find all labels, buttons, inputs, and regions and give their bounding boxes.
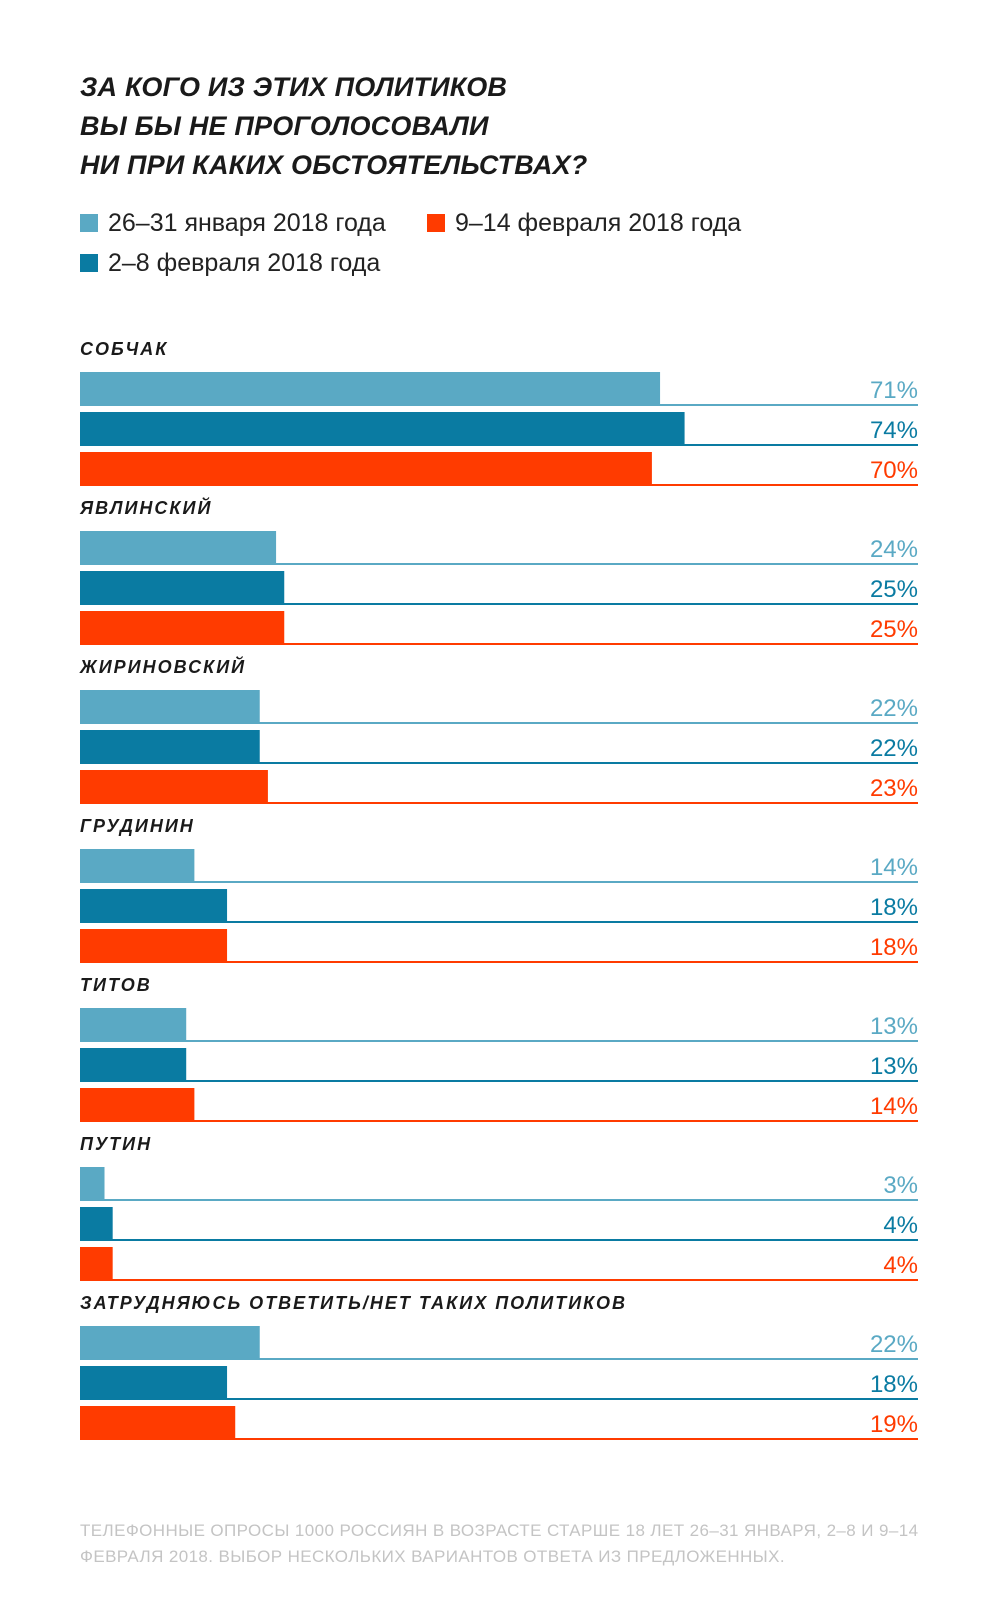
bar-baseline xyxy=(80,921,918,923)
bar xyxy=(80,1167,105,1201)
bar-baseline xyxy=(80,603,918,605)
bar xyxy=(80,1406,236,1440)
value-label: 23% xyxy=(870,775,918,802)
legend-item-series-2: 2–8 февраля 2018 года xyxy=(80,248,380,278)
bar-baseline xyxy=(80,404,918,406)
chart-title-line-2: ВЫ БЫ НЕ ПРОГОЛОСОВАЛИ xyxy=(80,111,489,141)
bar-baseline xyxy=(80,802,918,804)
bar-chart: СОБЧАК 71% 74% 70% ЯВЛИНСКИЙ 24% 25% 25% ЖИРИНОВ… xyxy=(79,339,918,1440)
chart-title-line-3: НИ ПРИ КАКИХ ОБСТОЯТЕЛЬСТВАХ? xyxy=(80,150,588,180)
category-label: ЗАТРУДНЯЮСЬ ОТВЕТИТЬ/НЕТ ТАКИХ ПОЛИТИКОВ xyxy=(80,1293,627,1313)
value-label: 22% xyxy=(870,695,918,722)
bar xyxy=(80,1008,187,1042)
legend-label-series-3: 9–14 февраля 2018 года xyxy=(455,208,742,237)
bar xyxy=(80,452,652,486)
category-label: ГРУДИНИН xyxy=(80,816,195,836)
bar-baseline xyxy=(80,1040,918,1042)
bar xyxy=(80,929,228,963)
value-label: 70% xyxy=(870,457,918,484)
bar xyxy=(80,611,285,645)
category-label: ЯВЛИНСКИЙ xyxy=(79,497,212,518)
footnote: ТЕЛЕФОННЫЕ ОПРОСЫ 1000 РОССИЯН В ВОЗРАСТ… xyxy=(80,1521,919,1566)
value-label: 25% xyxy=(870,576,918,603)
chart-title-line-1: ЗА КОГО ИЗ ЭТИХ ПОЛИТИКОВ xyxy=(80,72,508,102)
bar-baseline xyxy=(80,961,918,963)
bar xyxy=(80,770,268,804)
bar-baseline xyxy=(80,1199,918,1201)
bar xyxy=(80,1088,195,1122)
legend-swatch-series-1 xyxy=(80,214,98,232)
value-label: 71% xyxy=(870,377,918,404)
bar-baseline xyxy=(80,1279,918,1281)
value-label: 13% xyxy=(870,1053,918,1080)
bar-baseline xyxy=(80,643,918,645)
value-label: 14% xyxy=(870,1093,918,1120)
legend-item-series-3: 9–14 февраля 2018 года xyxy=(427,208,741,238)
bar xyxy=(80,690,260,724)
value-label: 22% xyxy=(870,1331,918,1358)
bar xyxy=(80,1326,260,1360)
bar-baseline xyxy=(80,881,918,883)
value-label: 3% xyxy=(883,1172,918,1199)
legend-swatch-series-3 xyxy=(427,214,445,232)
legend-swatch-series-2 xyxy=(80,254,98,272)
bar xyxy=(80,1048,187,1082)
value-label: 4% xyxy=(883,1212,918,1239)
bar-baseline xyxy=(80,1120,918,1122)
value-label: 25% xyxy=(870,616,918,643)
value-label: 74% xyxy=(870,417,918,444)
value-label: 14% xyxy=(870,854,918,881)
bar-baseline xyxy=(80,762,918,764)
bar-baseline xyxy=(80,1239,918,1241)
bar xyxy=(80,1207,113,1241)
bar-baseline xyxy=(80,1358,918,1360)
value-label: 18% xyxy=(870,1371,918,1398)
bar-baseline xyxy=(80,722,918,724)
legend-label-series-2: 2–8 февраля 2018 года xyxy=(108,248,381,277)
value-label: 19% xyxy=(870,1411,918,1438)
category-label: СОБЧАК xyxy=(80,339,168,359)
category-label: ПУТИН xyxy=(80,1134,152,1154)
value-label: 13% xyxy=(870,1013,918,1040)
bar xyxy=(80,889,228,923)
bar-baseline xyxy=(80,1438,918,1440)
bar xyxy=(80,531,277,565)
legend-label-series-1: 26–31 января 2018 года xyxy=(108,208,386,237)
bar-baseline xyxy=(80,1080,918,1082)
bar-baseline xyxy=(80,1398,918,1400)
bar xyxy=(80,412,685,446)
value-label: 18% xyxy=(870,934,918,961)
bar xyxy=(80,1247,113,1281)
value-label: 4% xyxy=(883,1252,918,1279)
bar xyxy=(80,849,195,883)
legend-item-series-1: 26–31 января 2018 года xyxy=(80,208,386,238)
bar xyxy=(80,730,260,764)
bar xyxy=(80,571,285,605)
category-label: ЖИРИНОВСКИЙ xyxy=(79,656,246,677)
value-label: 18% xyxy=(870,894,918,921)
value-label: 22% xyxy=(870,735,918,762)
bar xyxy=(80,372,661,406)
category-label: ТИТОВ xyxy=(80,975,152,995)
bar-baseline xyxy=(80,563,918,565)
value-label: 24% xyxy=(870,536,918,563)
bar-baseline xyxy=(80,444,918,446)
bar xyxy=(80,1366,228,1400)
bar-baseline xyxy=(80,484,918,486)
